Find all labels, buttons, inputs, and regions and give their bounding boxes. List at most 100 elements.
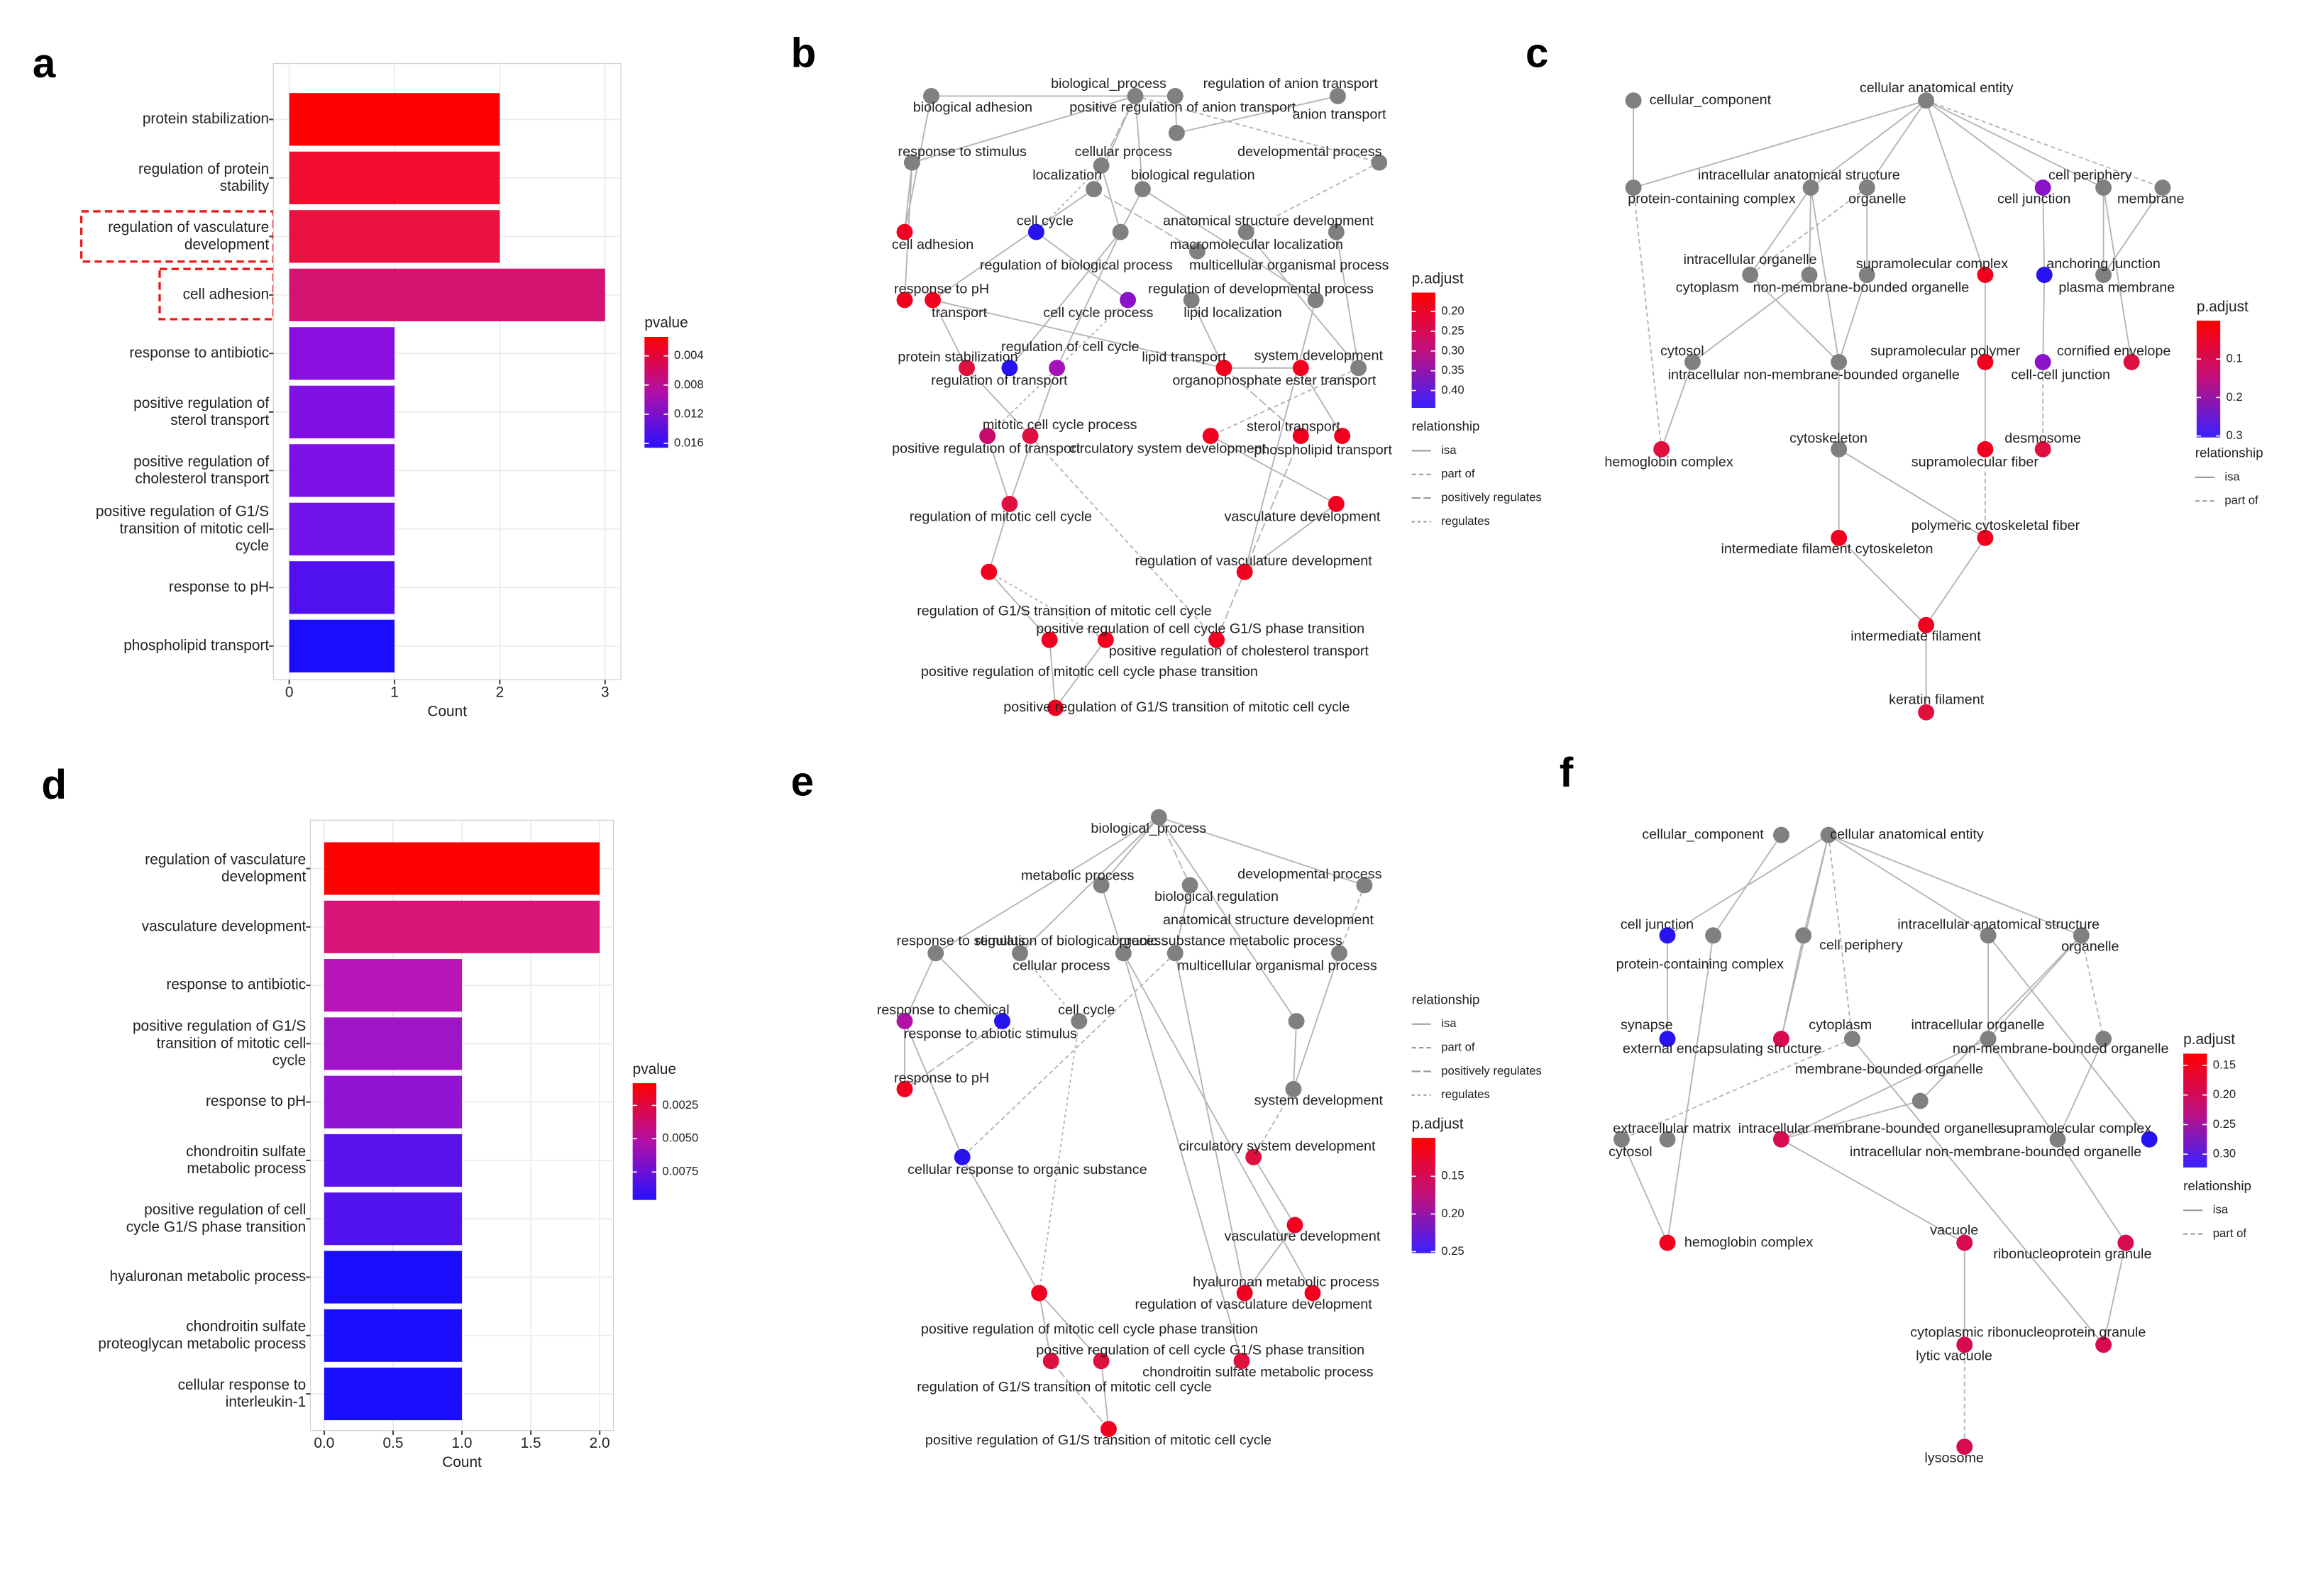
- edge: [2102, 1242, 2126, 1346]
- x-axis-label: Count: [442, 1454, 482, 1470]
- node-label: biological regulation: [1131, 167, 1255, 183]
- edge: [1926, 99, 2163, 189]
- colorbar-tick-label: 0.0075: [662, 1165, 698, 1178]
- node-label: anatomical structure development: [1163, 214, 1374, 229]
- edge: [1038, 1292, 1102, 1362]
- edge: [1338, 885, 1365, 954]
- legend-title: pvalue: [633, 1061, 676, 1077]
- node-label: response to stimulus: [896, 933, 1025, 948]
- node-label: response to chemical: [877, 1002, 1010, 1018]
- node: [1236, 563, 1253, 580]
- edge: [1174, 953, 1246, 1294]
- edge: [1780, 935, 1804, 1039]
- node: [1659, 927, 1676, 944]
- node-label: cellular anatomical entity: [1860, 80, 2014, 96]
- edge: [1838, 537, 1927, 626]
- node: [1022, 428, 1039, 445]
- colorbar-tick-label: 0.20: [2213, 1087, 2236, 1101]
- edge: [1100, 816, 1160, 886]
- edge: [1054, 639, 1107, 709]
- bar: [324, 1368, 463, 1421]
- edge: [1244, 299, 1317, 572]
- bar: [289, 151, 500, 204]
- edge: [1987, 935, 2150, 1140]
- node: [1202, 428, 1219, 445]
- edge: [932, 299, 1225, 369]
- panel-letter: b: [791, 31, 817, 77]
- edge: [932, 299, 968, 369]
- edge: [1781, 1100, 1921, 1141]
- node-label: regulation of anion transport: [1203, 76, 1379, 92]
- colorbar: [632, 1083, 656, 1200]
- node-label: intermediate filament: [1850, 628, 1981, 644]
- x-tick-label: 2.0: [590, 1435, 610, 1451]
- y-tick-label: positive regulation of G1/S transition of…: [96, 503, 269, 553]
- colorbar-tick-label: 0.0025: [662, 1098, 698, 1112]
- node: [2034, 179, 2051, 196]
- node-label: protein stabilization: [898, 349, 1017, 365]
- node-label: sterol transport: [1247, 419, 1340, 434]
- edge: [935, 816, 1159, 954]
- colorbar: [1411, 1138, 1435, 1253]
- node: [1285, 1080, 1302, 1097]
- edge: [1866, 100, 1927, 189]
- legend-label: regulates: [1441, 1087, 1490, 1101]
- node-label: cell junction: [1621, 916, 1694, 932]
- legend-label: regulates: [1441, 514, 1490, 528]
- legend-label: isa: [2224, 470, 2240, 483]
- edge: [1987, 935, 2082, 1040]
- node-label: lytic vacuole: [1916, 1348, 1992, 1364]
- node: [2036, 267, 2053, 283]
- node-label: developmental process: [1237, 144, 1382, 160]
- node-label: supramolecular complex: [1856, 256, 2008, 272]
- edge: [1781, 1038, 1989, 1141]
- node: [2095, 179, 2112, 196]
- node-label: cytoplasm: [1676, 279, 1739, 295]
- node-label: biological_process: [1051, 76, 1166, 92]
- node: [2049, 1131, 2066, 1148]
- node-label: cellular response to organic substance: [907, 1162, 1147, 1177]
- edge: [1667, 935, 1714, 1243]
- node: [923, 87, 939, 104]
- edge: [1245, 231, 1359, 369]
- panel-letter: c: [1526, 31, 1548, 77]
- node-label: developmental process: [1237, 867, 1382, 882]
- node: [1980, 1031, 1997, 1048]
- colorbar-tick-label: 0.3: [2227, 428, 2243, 442]
- node-label: non-membrane-bounded organelle: [1953, 1041, 2169, 1056]
- node-label: vacuole: [1930, 1223, 1978, 1238]
- node: [1329, 87, 1346, 104]
- node: [1918, 92, 1935, 109]
- node-label: multicellular organismal process: [1189, 257, 1389, 273]
- node-label: biological adhesion: [913, 99, 1032, 115]
- node: [1956, 1336, 1973, 1353]
- node: [1831, 440, 1848, 458]
- edge: [1245, 162, 1380, 233]
- y-tick-label: regulation of vasculature development: [145, 851, 306, 885]
- node: [1977, 353, 1994, 370]
- edge: [1210, 367, 1359, 437]
- node-label: supramolecular complex: [1999, 1121, 2151, 1136]
- node-label: organelle: [2061, 939, 2119, 955]
- node: [1001, 360, 1018, 377]
- edge: [904, 1020, 1003, 1090]
- bar: [324, 900, 600, 953]
- colorbar-tick-label: 0.25: [2213, 1117, 2236, 1131]
- edge: [966, 367, 1031, 437]
- node: [1858, 267, 1875, 283]
- bar: [324, 1309, 463, 1362]
- edge: [1633, 99, 1926, 189]
- node-label: response to pH: [894, 1070, 989, 1086]
- node: [1772, 826, 1789, 843]
- edge: [2057, 1038, 2104, 1140]
- edge: [1158, 816, 1297, 1022]
- node-label: lysosome: [1924, 1450, 1984, 1465]
- edge: [932, 188, 1095, 301]
- legend-label: isa: [2213, 1203, 2229, 1217]
- node: [1233, 1353, 1250, 1370]
- edge: [935, 953, 1003, 1022]
- edge: [1038, 1021, 1080, 1294]
- bar: [289, 268, 605, 321]
- edge: [1926, 99, 2104, 189]
- edge: [1660, 362, 1694, 450]
